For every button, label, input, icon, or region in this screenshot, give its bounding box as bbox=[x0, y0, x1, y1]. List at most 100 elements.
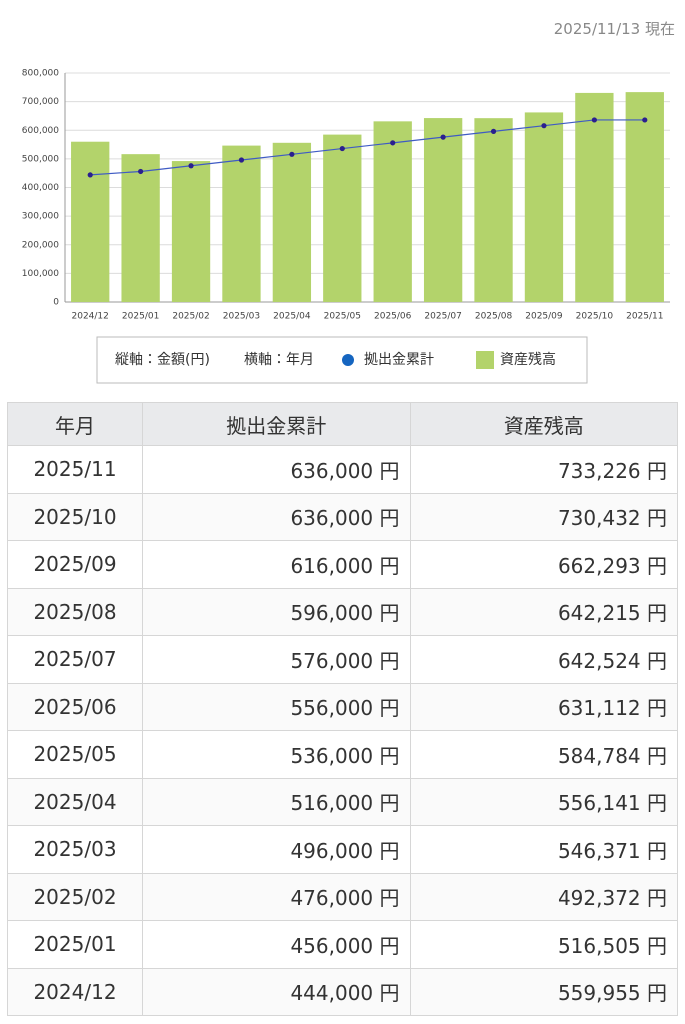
table-cell: 642,215 円 bbox=[409, 587, 678, 636]
table-cell: 456,000 円 bbox=[142, 920, 411, 969]
table-cell: 556,141 円 bbox=[409, 777, 678, 826]
bar bbox=[323, 134, 362, 302]
table-cell: 516,505 円 bbox=[409, 920, 678, 969]
table-cell: 2025/04 bbox=[7, 777, 143, 826]
table-cell: 2025/09 bbox=[7, 540, 143, 589]
table-cell: 559,955 円 bbox=[409, 967, 678, 1016]
y-tick-label: 200,000 bbox=[22, 240, 59, 250]
table-cell: 596,000 円 bbox=[142, 587, 411, 636]
table-cell: 496,000 円 bbox=[142, 825, 411, 874]
y-tick-label: 600,000 bbox=[22, 126, 59, 136]
column-header: 拠出金累計 bbox=[142, 402, 411, 446]
table-cell: 444,000 円 bbox=[142, 967, 411, 1016]
bar bbox=[222, 145, 261, 302]
line-marker bbox=[339, 145, 345, 152]
bar bbox=[524, 112, 564, 302]
x-tick-label: 2025/11 bbox=[626, 312, 663, 322]
table-row: 2025/03 496,000 円 546,371 円 bbox=[7, 825, 678, 874]
table-cell: 616,000 円 bbox=[142, 540, 411, 589]
table-cell: 536,000 円 bbox=[142, 730, 411, 779]
y-tick-label: 800,000 bbox=[22, 69, 59, 79]
x-tick-label: 2025/02 bbox=[172, 312, 209, 322]
table-cell: 2025/07 bbox=[7, 635, 143, 684]
table-cell: 516,000 円 bbox=[142, 777, 411, 826]
column-header: 資産残高 bbox=[409, 402, 678, 446]
table-row: 2025/10 636,000 円 730,432 円 bbox=[7, 492, 678, 541]
table-row: 2025/02 476,000 円 492,372 円 bbox=[7, 872, 678, 921]
bar bbox=[625, 92, 664, 302]
line-marker bbox=[440, 134, 446, 140]
x-tick-label: 2025/08 bbox=[475, 312, 513, 322]
table-cell: 2025/06 bbox=[7, 682, 143, 731]
table-cell: 476,000 円 bbox=[142, 872, 411, 921]
line-marker bbox=[238, 157, 245, 163]
table-cell: 2025/05 bbox=[7, 730, 143, 779]
table-row: 2025/04 516,000 円 556,141 円 bbox=[7, 777, 678, 826]
table-cell: 2025/11 bbox=[7, 445, 143, 494]
table-row: 2024/12 444,000 円 559,955 円 bbox=[7, 967, 678, 1016]
table-cell: 584,784 円 bbox=[409, 730, 678, 779]
table-cell: 636,000 円 bbox=[142, 445, 411, 494]
table-row: 2025/06 556,000 円 631,112 円 bbox=[7, 682, 678, 731]
x-tick-label: 2025/10 bbox=[576, 312, 614, 322]
x-tick-label: 2025/07 bbox=[424, 312, 461, 322]
x-tick-label: 2025/03 bbox=[223, 312, 260, 322]
bar bbox=[272, 142, 312, 302]
bar bbox=[575, 92, 614, 302]
line-marker bbox=[87, 172, 93, 178]
column-header: 年月 bbox=[7, 402, 143, 446]
table-cell: 2024/12 bbox=[7, 967, 143, 1016]
legend-label: 拠出金累計 bbox=[364, 352, 434, 368]
y-tick-label: 400,000 bbox=[22, 183, 59, 193]
x-tick-label: 2025/04 bbox=[273, 312, 311, 322]
line-marker bbox=[138, 168, 144, 175]
line bbox=[90, 119, 645, 176]
table-row: 2025/11 636,000 円 733,226 円 bbox=[7, 445, 678, 494]
bar bbox=[474, 118, 513, 302]
y-tick-label: 100,000 bbox=[22, 269, 59, 279]
table-cell: 642,524 円 bbox=[409, 635, 678, 684]
table-row: 2025/07 576,000 円 642,524 円 bbox=[7, 635, 678, 684]
bar bbox=[423, 118, 463, 302]
legend-marker bbox=[342, 354, 354, 366]
legend-y-label: 縦軸：金額(円) bbox=[115, 352, 210, 368]
table-cell: 2025/03 bbox=[7, 825, 143, 874]
table-cell: 2025/02 bbox=[7, 872, 143, 921]
bar bbox=[373, 121, 412, 302]
legend-x-label: 横軸：年月 bbox=[244, 352, 314, 368]
table-cell: 733,226 円 bbox=[409, 445, 678, 494]
x-tick-label: 2025/09 bbox=[525, 312, 563, 322]
y-tick-label: 300,000 bbox=[22, 212, 59, 222]
line-marker bbox=[289, 151, 295, 157]
table-cell: 546,371 円 bbox=[409, 825, 678, 874]
line-marker bbox=[188, 163, 194, 169]
y-tick-label: 0 bbox=[53, 298, 59, 308]
line-marker bbox=[642, 117, 648, 123]
chart: 0 100,000 200,000 300,000 400,000 500,000 600,… bbox=[22, 69, 670, 384]
x-tick-label: 2025/01 bbox=[122, 312, 159, 322]
line-marker bbox=[591, 117, 597, 123]
data-table: 年月 拠出金累計 資産残高 2025/11 636,000 円 733,226 円 2025… bbox=[7, 402, 678, 1016]
table-cell: 492,372 円 bbox=[409, 872, 678, 921]
table-row: 2025/09 616,000 円 662,293 円 bbox=[7, 540, 678, 589]
table-cell: 2025/08 bbox=[7, 587, 143, 636]
bar bbox=[71, 141, 110, 302]
bar bbox=[121, 154, 160, 302]
table-row: 2025/01 456,000 円 516,505 円 bbox=[7, 920, 678, 969]
table-cell: 631,112 円 bbox=[409, 682, 678, 731]
legend-marker bbox=[476, 351, 494, 369]
header-row: 年月 拠出金累計 資産残高 bbox=[7, 402, 678, 446]
table-cell: 662,293 円 bbox=[409, 540, 678, 589]
table-cell: 576,000 円 bbox=[142, 635, 411, 684]
bar bbox=[171, 161, 211, 302]
y-tick-label: 500,000 bbox=[22, 154, 59, 164]
line-marker bbox=[390, 140, 396, 146]
x-tick-label: 2025/06 bbox=[374, 312, 412, 322]
table-cell: 730,432 円 bbox=[409, 492, 678, 541]
table-cell: 636,000 円 bbox=[142, 492, 411, 541]
table-cell: 556,000 円 bbox=[142, 682, 411, 731]
x-tick-label: 2025/05 bbox=[324, 312, 361, 322]
legend-label: 資産残高 bbox=[500, 351, 556, 368]
x-tick-label: 2024/12 bbox=[72, 312, 109, 322]
